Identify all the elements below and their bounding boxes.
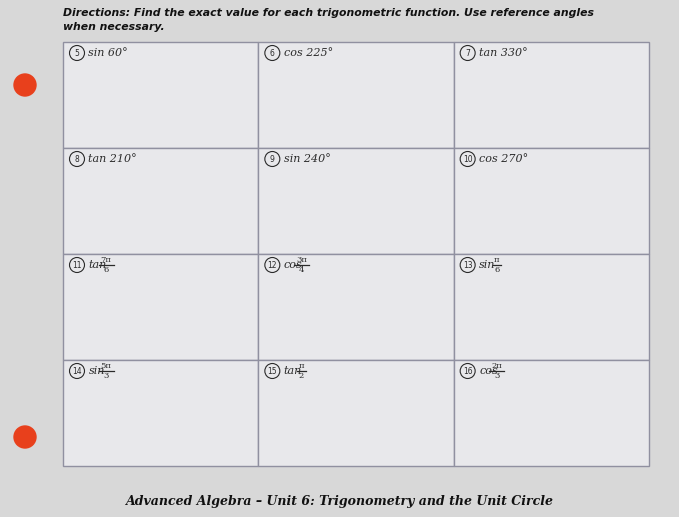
Bar	[454, 42, 649, 148]
Text: 8: 8	[75, 155, 79, 163]
Text: sin: sin	[88, 366, 105, 376]
Text: 15: 15	[268, 367, 277, 375]
Text: when necessary.: when necessary.	[63, 22, 164, 32]
Circle shape	[14, 74, 36, 96]
Bar	[258, 42, 454, 148]
Text: 3: 3	[494, 373, 500, 381]
Text: 9: 9	[270, 155, 275, 163]
Text: sin: sin	[479, 260, 496, 270]
Text: 7: 7	[465, 49, 470, 57]
Text: 3: 3	[103, 373, 109, 381]
Text: 5π: 5π	[100, 361, 111, 370]
Bar	[454, 254, 649, 360]
Text: 14: 14	[72, 367, 81, 375]
Text: 16: 16	[463, 367, 473, 375]
Circle shape	[14, 426, 36, 448]
Text: 6: 6	[494, 266, 499, 275]
Text: tan: tan	[284, 366, 302, 376]
Text: tan: tan	[88, 260, 107, 270]
Text: 6: 6	[103, 266, 109, 275]
Bar	[454, 360, 649, 466]
Text: Advanced Algebra – Unit 6: Trigonometry and the Unit Circle: Advanced Algebra – Unit 6: Trigonometry …	[126, 495, 553, 508]
Text: 13: 13	[463, 261, 473, 269]
Bar	[258, 360, 454, 466]
Text: 2: 2	[299, 373, 304, 381]
Bar	[258, 148, 454, 254]
Text: tan 330°: tan 330°	[479, 48, 528, 58]
Text: Directions: Find the exact value for each trigonometric function. Use reference : Directions: Find the exact value for eac…	[63, 8, 594, 18]
Text: sin 60°: sin 60°	[88, 48, 128, 58]
Text: 6: 6	[270, 49, 275, 57]
Text: 10: 10	[463, 155, 473, 163]
Bar	[63, 360, 258, 466]
Bar	[63, 148, 258, 254]
Text: cos: cos	[284, 260, 303, 270]
Text: cos: cos	[479, 366, 498, 376]
Text: 7π: 7π	[100, 255, 111, 264]
Text: 11: 11	[72, 261, 81, 269]
Bar	[63, 254, 258, 360]
Text: cos 270°: cos 270°	[479, 154, 528, 164]
Bar	[454, 148, 649, 254]
Text: 5: 5	[75, 49, 79, 57]
Text: 12: 12	[268, 261, 277, 269]
Text: 2π: 2π	[492, 361, 502, 370]
Text: sin 240°: sin 240°	[284, 154, 331, 164]
Text: 4: 4	[299, 266, 304, 275]
Text: cos 225°: cos 225°	[284, 48, 333, 58]
Bar	[258, 254, 454, 360]
Text: tan 210°: tan 210°	[88, 154, 137, 164]
Bar	[63, 42, 258, 148]
Text: π: π	[299, 361, 304, 370]
Text: π: π	[494, 255, 500, 264]
Text: 3π: 3π	[296, 255, 307, 264]
